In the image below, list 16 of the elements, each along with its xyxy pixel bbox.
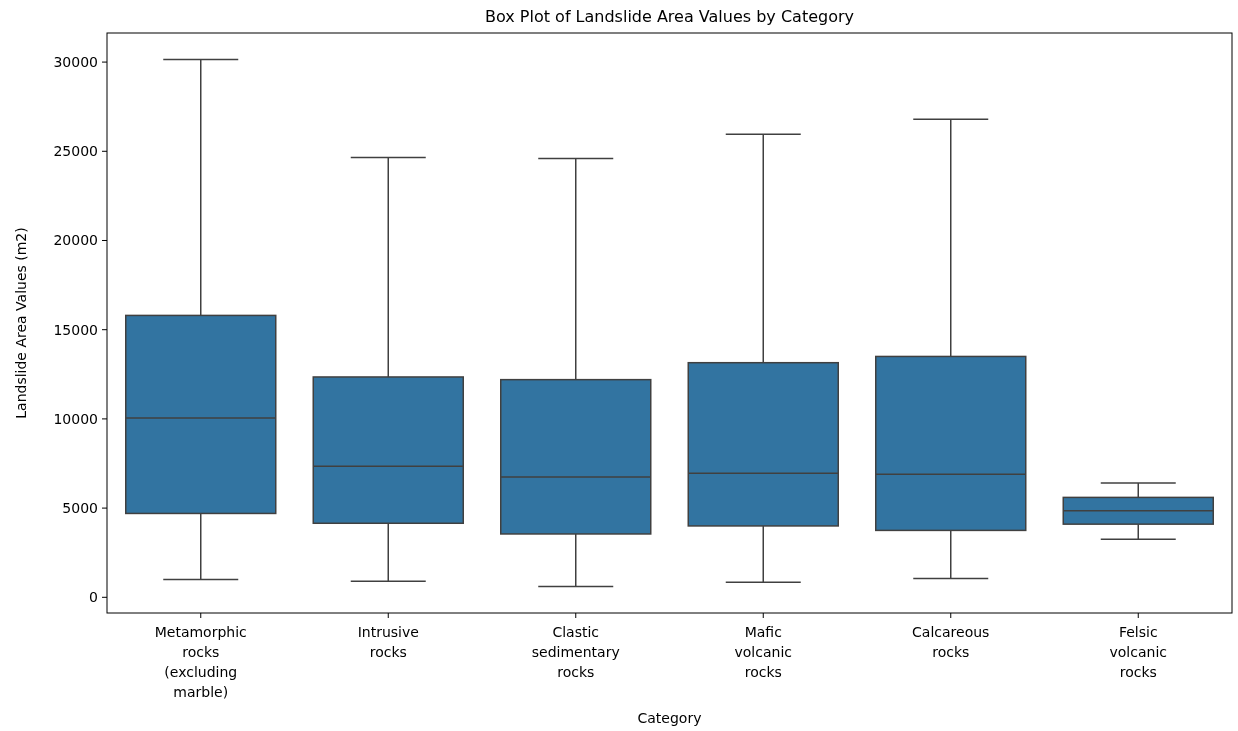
y-tick-label: 15000 — [53, 321, 98, 338]
x-tick-label: Intrusive rocks — [357, 624, 419, 660]
y-tick-label: 30000 — [53, 53, 98, 70]
y-tick-label: 5000 — [62, 500, 98, 516]
y-tick-label: 25000 — [53, 143, 98, 160]
y-tick-label: 10000 — [53, 410, 98, 427]
y-axis-title: Landslide Area Values (m2) — [13, 227, 29, 419]
y-tick-label: 0 — [89, 589, 98, 606]
x-tick-label: Mafic volcanic rocks — [734, 624, 792, 680]
x-tick-label: Clastic sedimentary rocks — [531, 624, 620, 680]
x-axis-title: Category — [637, 710, 702, 726]
x-tick-label: Calcareous rocks — [912, 624, 990, 660]
y-tick-label: 20000 — [53, 232, 98, 249]
x-tick-label: Felsic volcanic rocks — [1109, 624, 1167, 680]
x-tick-label: Metamorphic rocks (excluding marble) — [154, 624, 247, 700]
chart-title: Box Plot of Landslide Area Values by Category — [485, 7, 854, 26]
